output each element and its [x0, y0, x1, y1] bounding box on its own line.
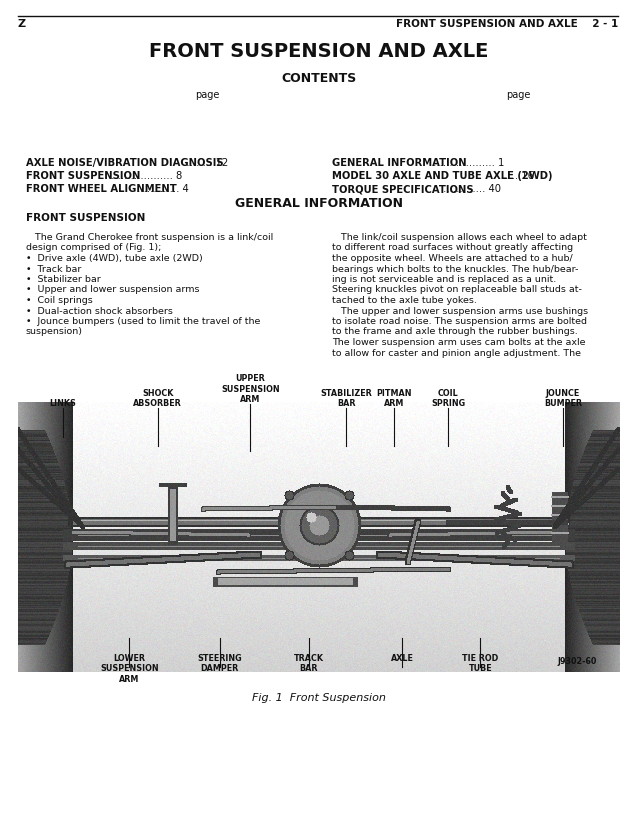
Text: to allow for caster and pinion angle adjustment. The: to allow for caster and pinion angle adj…: [332, 349, 581, 358]
Text: LOWER
SUSPENSION
ARM: LOWER SUSPENSION ARM: [100, 654, 159, 684]
Text: Z: Z: [18, 19, 26, 29]
Text: page: page: [506, 90, 530, 100]
Text: MODEL 30 AXLE AND TUBE AXLE (2WD): MODEL 30 AXLE AND TUBE AXLE (2WD): [332, 171, 553, 181]
Text: STEERING
DAMPER: STEERING DAMPER: [197, 654, 242, 673]
Text: The link/coil suspension allows each wheel to adapt: The link/coil suspension allows each whe…: [332, 233, 586, 242]
Text: suspension): suspension): [26, 327, 82, 336]
Text: •  Coil springs: • Coil springs: [26, 296, 93, 305]
Text: JOUNCE
BUMPER: JOUNCE BUMPER: [544, 388, 582, 408]
Text: tached to the axle tube yokes.: tached to the axle tube yokes.: [332, 296, 477, 305]
Text: to the frame and axle through the rubber bushings.: to the frame and axle through the rubber…: [332, 327, 577, 336]
Text: FRONT SUSPENSION: FRONT SUSPENSION: [26, 171, 140, 181]
Text: •  Stabilizer bar: • Stabilizer bar: [26, 275, 100, 284]
Text: AXLE NOISE/VIBRATION DIAGNOSIS: AXLE NOISE/VIBRATION DIAGNOSIS: [26, 158, 223, 168]
Text: PITMAN
ARM: PITMAN ARM: [376, 388, 412, 408]
Text: bearings which bolts to the knuckles. The hub/bear-: bearings which bolts to the knuckles. Th…: [332, 264, 578, 273]
Text: The Grand Cherokee front suspension is a link/coil: The Grand Cherokee front suspension is a…: [26, 233, 273, 242]
Text: FRONT SUSPENSION AND AXLE: FRONT SUSPENSION AND AXLE: [149, 42, 489, 61]
Text: •  Track bar: • Track bar: [26, 264, 81, 273]
Text: The lower suspension arm uses cam bolts at the axle: The lower suspension arm uses cam bolts …: [332, 338, 585, 347]
Text: SHOCK
ABSORBER: SHOCK ABSORBER: [133, 388, 182, 408]
Text: LINKS: LINKS: [50, 399, 77, 408]
Text: •  Dual-action shock absorbers: • Dual-action shock absorbers: [26, 306, 172, 316]
Text: GENERAL INFORMATION: GENERAL INFORMATION: [235, 197, 403, 210]
Text: CONTENTS: CONTENTS: [281, 72, 357, 85]
Text: ................... 1: ................... 1: [429, 158, 504, 168]
Text: ............. 40: ............. 40: [440, 184, 501, 194]
Text: FRONT SUSPENSION: FRONT SUSPENSION: [26, 213, 145, 223]
Text: •  Drive axle (4WD), tube axle (2WD): • Drive axle (4WD), tube axle (2WD): [26, 254, 202, 263]
Text: Steering knuckles pivot on replaceable ball studs at-: Steering knuckles pivot on replaceable b…: [332, 286, 582, 295]
Text: TRACK
BAR: TRACK BAR: [293, 654, 323, 673]
Text: AXLE: AXLE: [390, 654, 413, 663]
Text: TORQUE SPECIFICATIONS: TORQUE SPECIFICATIONS: [332, 184, 473, 194]
Text: STABILIZER
BAR: STABILIZER BAR: [320, 388, 372, 408]
Text: COIL
SPRING: COIL SPRING: [431, 388, 466, 408]
Text: •  Upper and lower suspension arms: • Upper and lower suspension arms: [26, 286, 199, 295]
Text: FRONT SUSPENSION AND AXLE    2 - 1: FRONT SUSPENSION AND AXLE 2 - 1: [396, 19, 618, 29]
Text: J9302-60: J9302-60: [557, 657, 597, 666]
Text: to different road surfaces without greatly affecting: to different road surfaces without great…: [332, 244, 573, 253]
Text: design comprised of (Fig. 1);: design comprised of (Fig. 1);: [26, 244, 161, 253]
Text: ............. 4: ............. 4: [134, 184, 188, 194]
Text: ................... 8: ................... 8: [108, 171, 182, 181]
Text: page: page: [195, 90, 219, 100]
Text: to isolate road noise. The suspension arms are bolted: to isolate road noise. The suspension ar…: [332, 317, 587, 326]
Text: The upper and lower suspension arms use bushings: The upper and lower suspension arms use …: [332, 306, 588, 316]
Text: GENERAL INFORMATION: GENERAL INFORMATION: [332, 158, 466, 168]
Text: the opposite wheel. Wheels are attached to a hub/: the opposite wheel. Wheels are attached …: [332, 254, 572, 263]
Text: UPPER
SUSPENSION
ARM: UPPER SUSPENSION ARM: [221, 374, 279, 404]
Text: ......... 12: ......... 12: [180, 158, 228, 168]
Text: •  Jounce bumpers (used to limit the travel of the: • Jounce bumpers (used to limit the trav…: [26, 317, 260, 326]
Text: Fig. 1  Front Suspension: Fig. 1 Front Suspension: [252, 693, 386, 703]
Text: TIE ROD
TUBE: TIE ROD TUBE: [462, 654, 498, 673]
Text: ing is not serviceable and is replaced as a unit.: ing is not serviceable and is replaced a…: [332, 275, 556, 284]
Text: FRONT WHEEL ALIGNMENT: FRONT WHEEL ALIGNMENT: [26, 184, 176, 194]
Text: .... 16: .... 16: [501, 171, 534, 181]
